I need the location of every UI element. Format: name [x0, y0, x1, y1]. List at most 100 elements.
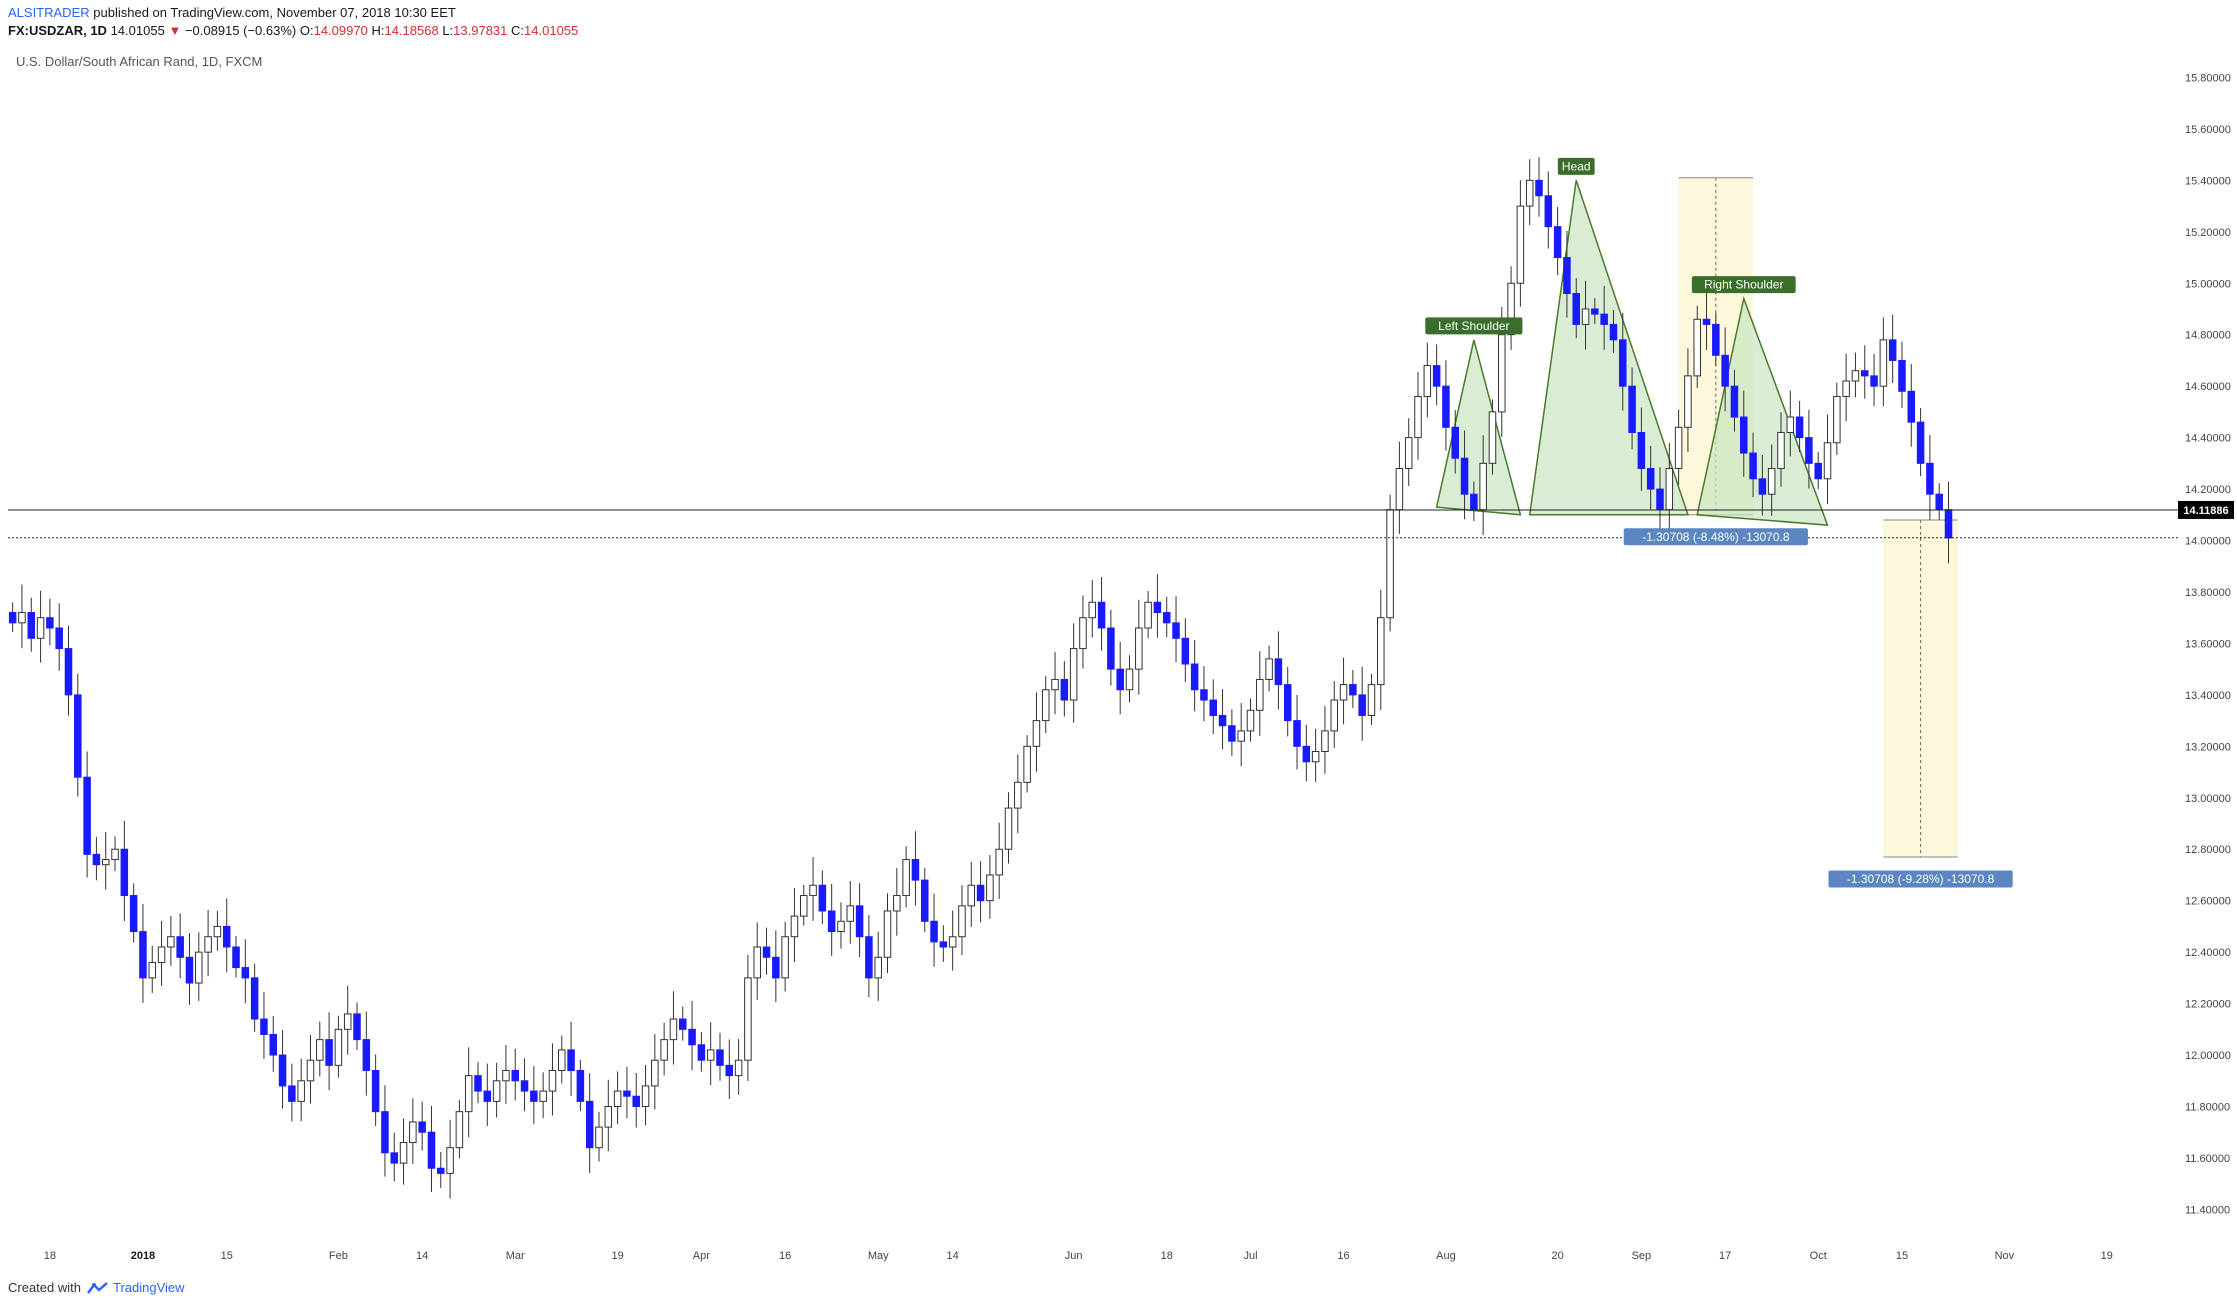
candle — [1442, 385, 1450, 428]
y-axis[interactable]: 15.80000 15.60000 15.40000 15.20000 15.00000… — [2178, 72, 2234, 1216]
x-tick-label: 19 — [611, 1250, 623, 1262]
candle — [446, 1147, 454, 1174]
candle — [1237, 730, 1245, 742]
candle — [576, 1069, 585, 1102]
y-tick-label: 14.00000 — [2185, 536, 2231, 548]
candle — [232, 946, 240, 969]
candle — [222, 925, 231, 948]
open-label: O: — [299, 23, 314, 38]
x-axis[interactable]: 18 2018 15 Feb 14 Mar 19 Apr 16 May 14 Jun 18 Jul 16 Au… — [44, 1250, 2113, 1262]
candle — [567, 1049, 575, 1071]
candle — [1004, 807, 1013, 850]
candle — [120, 848, 129, 897]
candle — [1470, 493, 1478, 511]
y-tick-label: 13.00000 — [2185, 793, 2231, 805]
candle — [250, 977, 259, 1020]
candle — [1293, 720, 1301, 747]
candle — [1014, 781, 1022, 809]
candle — [390, 1152, 398, 1164]
candle — [1767, 467, 1776, 495]
y-tick-label: 11.80000 — [2185, 1102, 2230, 1114]
candle — [185, 956, 194, 984]
candle — [632, 1095, 640, 1108]
right-shoulder-label: Right Shoulder — [1704, 278, 1783, 292]
candle — [1851, 370, 1860, 382]
candle — [111, 848, 119, 861]
x-tick-label: May — [868, 1250, 889, 1262]
candle — [1395, 467, 1404, 511]
candle — [1079, 617, 1087, 650]
candle — [1181, 637, 1190, 665]
candle — [902, 859, 910, 897]
x-tick-label: 14 — [947, 1250, 959, 1262]
pattern-triangle-2 — [1528, 180, 1689, 516]
price-label-bg — [2178, 500, 2234, 519]
left-shoulder-label: Left Shoulder — [1438, 319, 1509, 333]
x-tick-label: 16 — [1337, 1250, 1349, 1262]
candle — [1702, 318, 1711, 325]
x-tick-label: Nov — [1995, 1250, 2015, 1262]
y-tick-label: 14.60000 — [2185, 381, 2231, 393]
candle — [92, 853, 101, 866]
candle — [278, 1054, 287, 1087]
candle — [679, 1018, 687, 1030]
candle — [1274, 658, 1283, 686]
y-tick-label: 12.80000 — [2185, 844, 2231, 856]
candle — [1479, 462, 1487, 511]
footer: Created with TradingView — [8, 1280, 185, 1295]
candle — [1749, 452, 1757, 480]
candle — [483, 1090, 492, 1102]
y-tick-label: 14.40000 — [2185, 433, 2231, 445]
x-tick-label: Oct — [1810, 1250, 1827, 1262]
candle — [241, 967, 250, 979]
candle — [1451, 426, 1459, 459]
x-tick-label: Aug — [1436, 1250, 1456, 1262]
candle — [706, 1049, 715, 1061]
last-price: 14.01055 — [110, 23, 165, 38]
candle — [725, 1064, 734, 1077]
candle — [455, 1111, 464, 1149]
low-label: L: — [442, 23, 454, 38]
candle — [1088, 601, 1097, 619]
candle — [1218, 714, 1227, 727]
candle — [1553, 226, 1562, 259]
symbol-label[interactable]: FX:USDZAR, 1D — [8, 23, 107, 38]
candle — [74, 694, 82, 778]
candle — [27, 612, 36, 639]
y-tick-label: 15.60000 — [2185, 124, 2231, 136]
candle — [827, 910, 836, 933]
candle — [1740, 416, 1748, 454]
candle — [809, 884, 817, 897]
candle — [958, 905, 966, 938]
candle — [46, 617, 54, 629]
y-tick-label: 11.60000 — [2185, 1153, 2230, 1165]
candle — [269, 1033, 278, 1056]
price-change: −0.08915 (−0.63%) — [184, 23, 297, 38]
y-tick-label: 12.60000 — [2185, 896, 2231, 908]
y-tick-label: 14.80000 — [2185, 330, 2231, 342]
candle — [1302, 745, 1311, 763]
candle — [744, 977, 752, 1061]
candle — [1051, 678, 1059, 691]
candle — [1628, 385, 1636, 433]
candle — [1330, 699, 1339, 732]
candle — [1860, 370, 1869, 377]
candle — [213, 925, 222, 938]
candle — [1730, 385, 1739, 418]
candle — [464, 1075, 473, 1113]
tradingview-logo[interactable]: TradingView — [87, 1280, 185, 1295]
candle — [1777, 431, 1785, 469]
candle — [101, 859, 110, 866]
candle — [930, 920, 938, 943]
head-label: Head — [1562, 159, 1591, 173]
candle — [1646, 467, 1655, 490]
candle — [1758, 478, 1767, 495]
candle — [772, 956, 780, 979]
candle — [939, 941, 948, 948]
annotation-labels: Left Shoulder Head Right Shoulder -1.30708 … — [1425, 157, 2013, 888]
open-value: 14.09970 — [313, 23, 368, 38]
x-tick-label: Jul — [1243, 1250, 1257, 1262]
y-tick-label: 13.20000 — [2185, 741, 2231, 753]
author-link[interactable]: ALSITRADER — [8, 5, 90, 20]
